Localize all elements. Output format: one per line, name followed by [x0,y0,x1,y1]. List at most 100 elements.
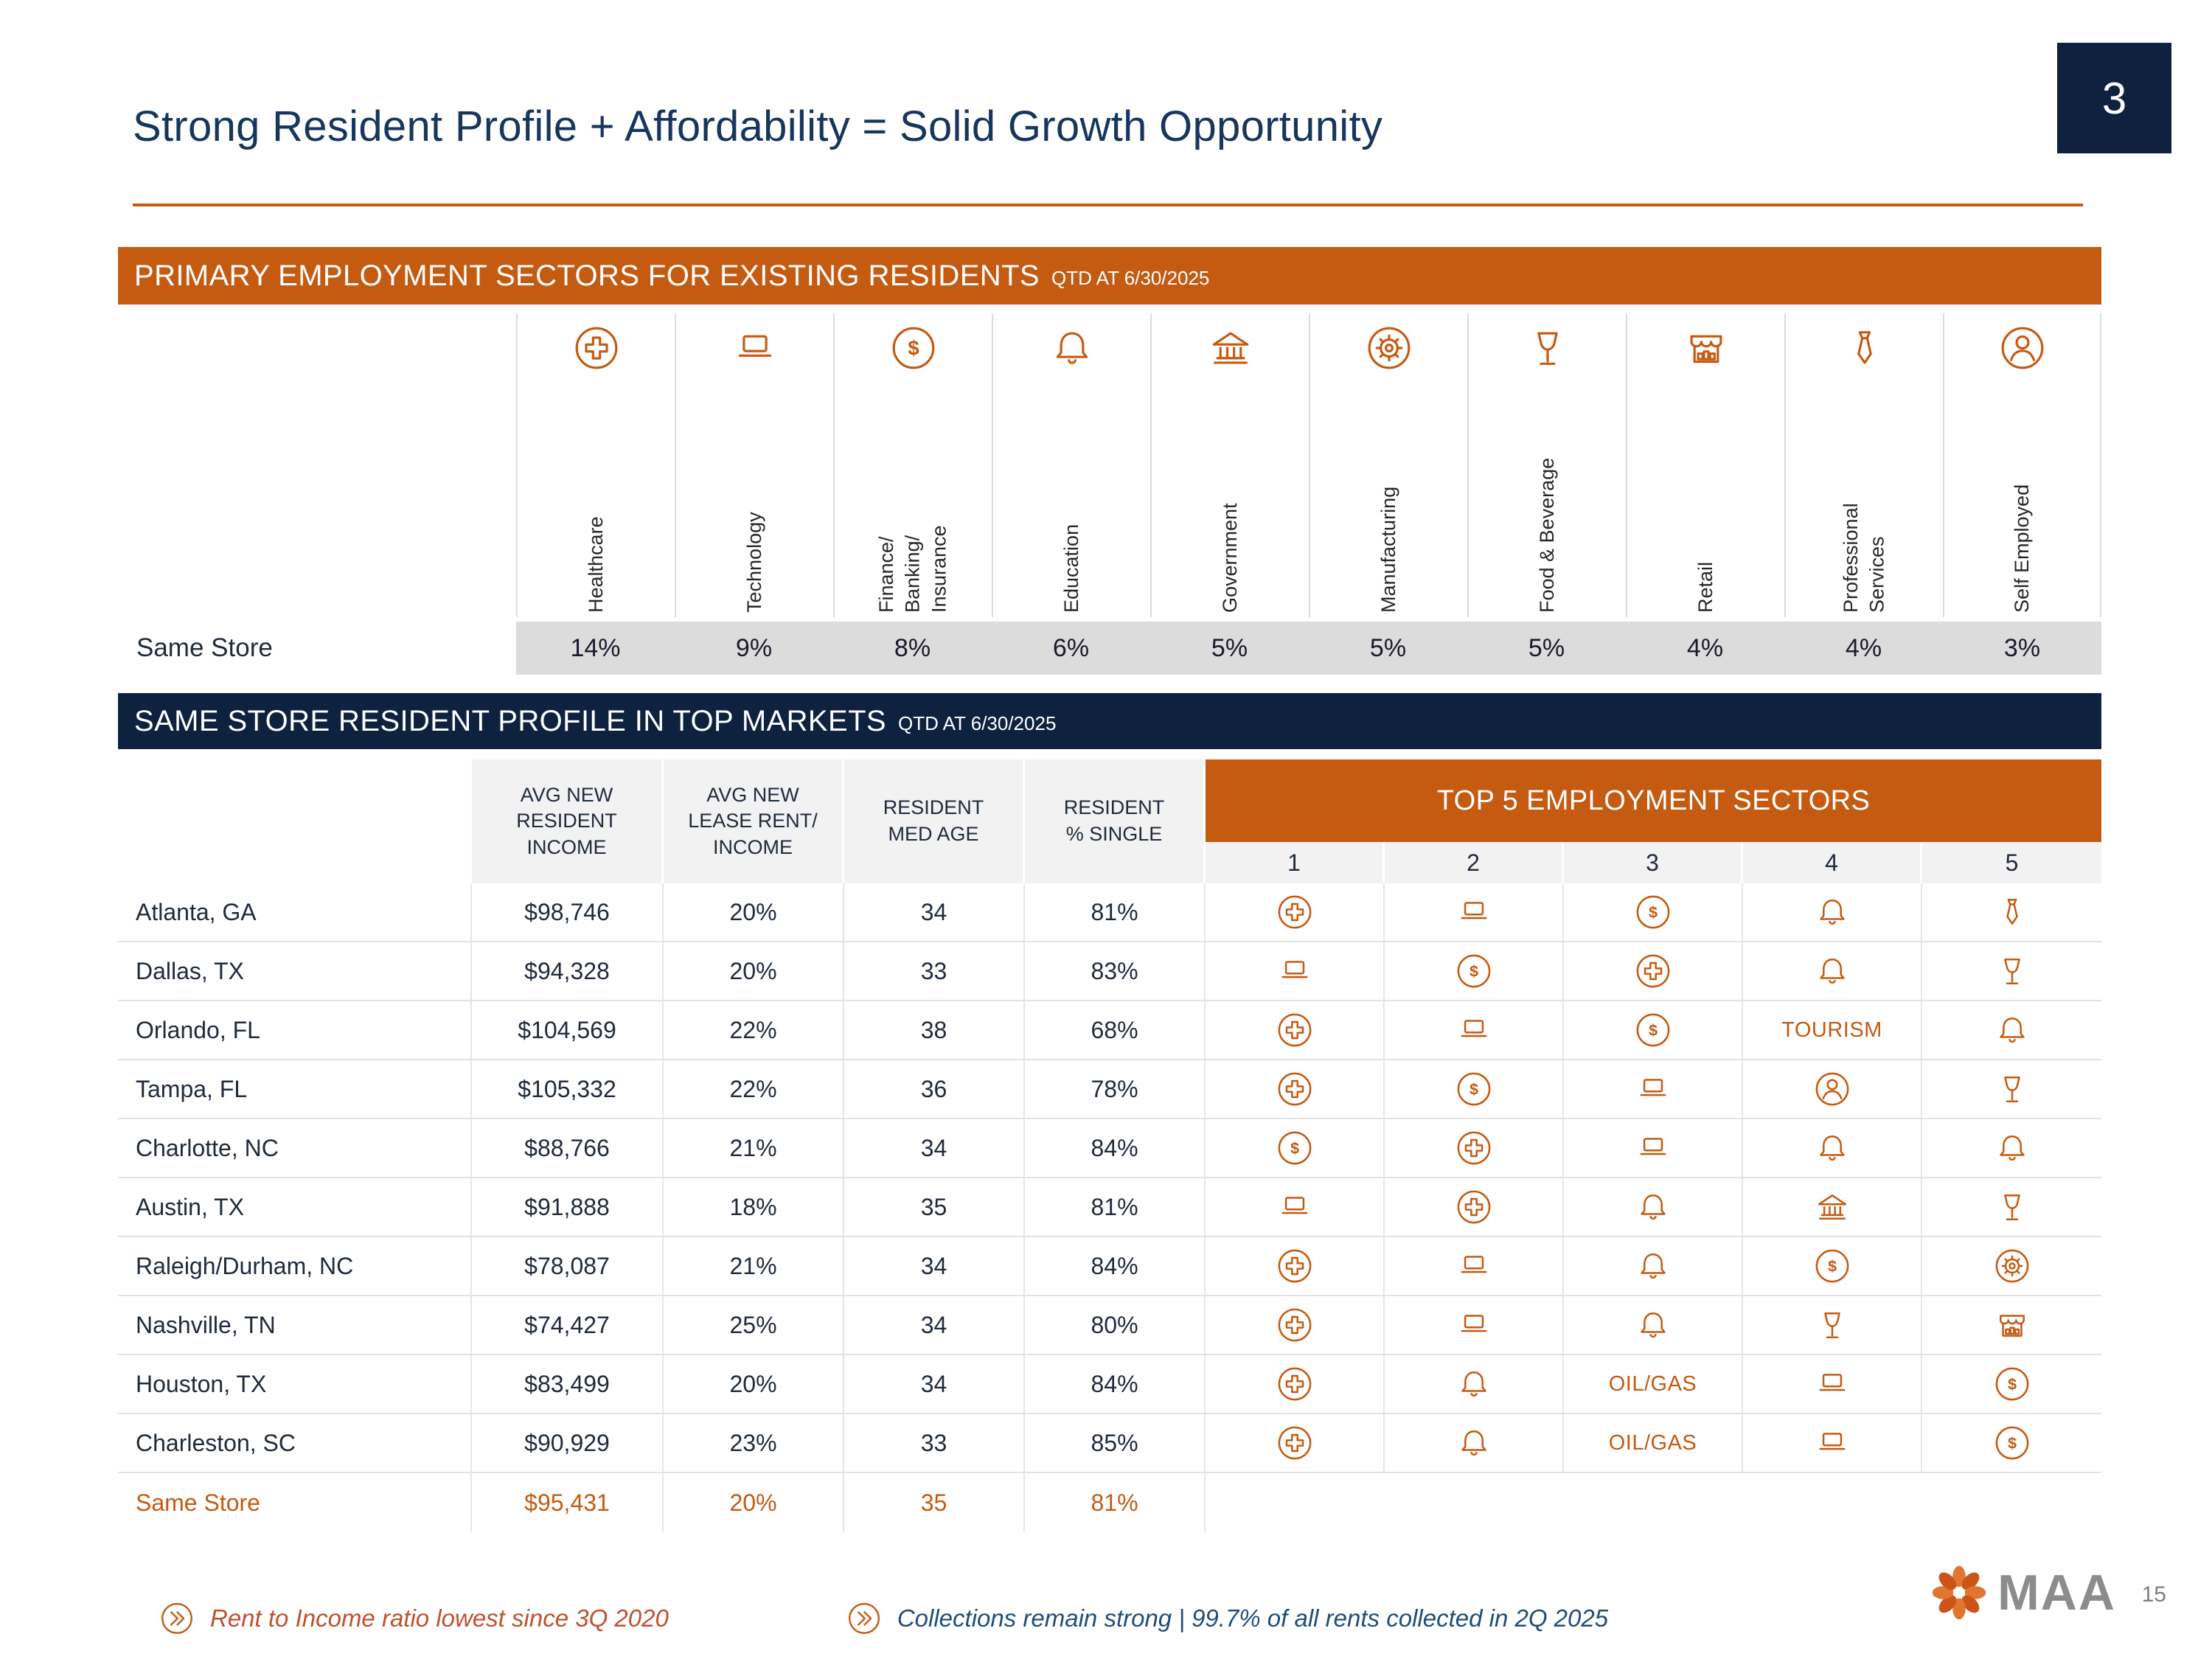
market-name: Austin, TX [118,1178,472,1237]
sector-cell [1922,1178,2101,1237]
sector-cell [1743,1355,1922,1414]
education-icon [1993,1129,2031,1167]
sector-column-food-beverage: Food & Beverage [1467,313,1626,617]
sector-share-technology: 9% [735,633,773,662]
technology-icon [1276,952,1314,990]
sector-column-government: Government [1150,313,1309,617]
sector-cell [1743,1296,1922,1355]
retail-icon [1993,1306,2031,1344]
metric-value: $88,766 [472,1119,664,1178]
sector-cell [1564,1060,1743,1119]
footnote-text: Collections remain strong | 99.7% of all… [897,1604,1609,1632]
sector-label-technology: Technology [742,512,765,613]
sector-share-healthcare: 14% [570,633,621,662]
metric-value: $90,929 [472,1414,664,1473]
sector-columns: Healthcare Technology $ Finance/ Banking/ I… [516,313,2101,617]
svg-text:$: $ [1469,962,1478,981]
sector-label-finance: Finance/ Banking/ Insurance [875,525,950,613]
sector-empty [1206,1473,2101,1532]
sector-cell [1564,1296,1743,1355]
healthcare-icon [1455,1129,1493,1167]
metric-value: $105,332 [472,1060,664,1119]
employment-banner-text: PRIMARY EMPLOYMENT SECTORS FOR EXISTING … [134,259,1040,292]
column-header: AVG NEW RESIDENT INCOME [472,759,664,883]
education-icon [1813,952,1851,990]
sector-cell [1922,1060,2101,1119]
sector-column-education: Education [992,313,1150,617]
title-divider [133,204,2083,206]
education-icon [1634,1188,1672,1226]
sector-cell [1385,1001,1564,1060]
svg-text:$: $ [1827,1257,1836,1276]
retail-icon [1682,324,1731,372]
sector-cell [1385,1355,1564,1414]
same-store-label: Same Store [136,633,273,662]
sector-column-manufacturing: Manufacturing [1309,313,1467,617]
metric-value: 84% [1025,1237,1206,1296]
sector-cell [1743,883,1922,942]
svg-text:$: $ [2007,1375,2016,1394]
sector-cell [1922,883,2101,942]
metric-value: $98,746 [472,883,664,942]
metric-value: 21% [664,1119,844,1178]
education-icon [1455,1424,1493,1462]
sector-column-professional-services: Professional Services [1784,313,1943,617]
metric-value: 85% [1025,1414,1206,1473]
market-column-header [118,759,472,883]
sector-column-technology: Technology [675,313,833,617]
sector-cell [1922,942,2101,1001]
metric-value: 34 [844,1119,1025,1178]
manufacturing-icon [1365,324,1413,372]
education-icon [1634,1306,1672,1344]
column-header: RESIDENT MED AGE [844,759,1025,883]
maa-logo-text: MAA [1997,1565,2116,1621]
rank-header-2: 2 [1385,842,1564,883]
sector-text: OIL/GAS [1608,1371,1697,1396]
sector-cell: $ [1206,1119,1385,1178]
healthcare-icon [1634,952,1672,990]
metric-value: $91,888 [472,1178,664,1237]
sector-cell [1206,1296,1385,1355]
metric-value: 20% [664,942,844,1001]
column-header: RESIDENT % SINGLE [1025,759,1206,883]
maa-flower-icon [1928,1562,1990,1624]
sector-cell: OIL/GAS [1564,1414,1743,1473]
employment-sectors-banner: PRIMARY EMPLOYMENT SECTORS FOR EXISTING … [118,247,2101,305]
sector-label-manufacturing: Manufacturing [1377,486,1399,613]
finance-icon: $ [1455,952,1493,990]
technology-icon [1634,1129,1672,1167]
sector-column-healthcare: Healthcare [516,313,675,617]
footnote-1: Rent to Income ratio lowest since 3Q 202… [159,1600,669,1637]
sector-label-retail: Retail [1694,561,1717,613]
sector-label-healthcare: Healthcare [584,516,607,613]
healthcare-icon [1276,1365,1314,1403]
chevrons-icon [159,1600,195,1637]
food-beverage-icon [1523,324,1572,372]
metric-value: 81% [1025,1473,1206,1532]
metric-value: $95,431 [472,1473,664,1532]
metric-value: 81% [1025,1178,1206,1237]
sector-cell: $ [1922,1414,2101,1473]
finance-icon: $ [1634,1011,1672,1049]
sector-share-professional-services: 4% [1845,633,1882,662]
sector-cell [1385,1414,1564,1473]
education-icon [1455,1365,1493,1403]
food-beverage-icon [1993,1188,2031,1226]
education-icon [1048,324,1096,372]
metric-value: 23% [664,1414,844,1473]
svg-text:$: $ [1290,1139,1298,1158]
sector-share-finance: 8% [894,633,931,662]
sector-share-education: 6% [1052,633,1090,662]
food-beverage-icon [1813,1306,1851,1344]
resident-profile-banner: SAME STORE RESIDENT PROFILE IN TOP MARKE… [118,693,2101,749]
footer-page-number: 15 [2141,1582,2166,1607]
government-icon [1813,1188,1851,1226]
slide-number: 3 [2101,73,2127,123]
market-name: Dallas, TX [118,942,472,1001]
sector-cell [1385,1237,1564,1296]
profile-banner-date: QTD AT 6/30/2025 [898,712,1057,734]
sector-label-government: Government [1218,503,1241,613]
technology-icon [1813,1424,1851,1462]
sector-cell [1922,1001,2101,1060]
finance-icon: $ [1634,893,1672,931]
